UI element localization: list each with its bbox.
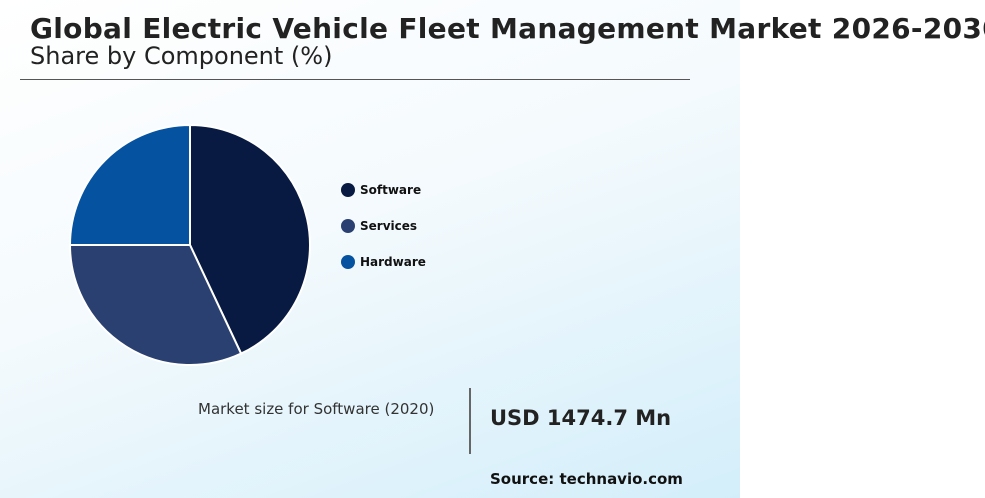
market-size-value: USD 1474.7 Mn bbox=[490, 406, 672, 430]
legend-swatch-hardware bbox=[341, 255, 355, 269]
legend-label-services: Services bbox=[360, 219, 418, 233]
legend-label-software: Software bbox=[360, 183, 422, 197]
pie-chart bbox=[68, 123, 311, 366]
legend: Software Services Hardware bbox=[341, 172, 491, 280]
pie-slice-services bbox=[68, 244, 243, 366]
chart-title: Global Electric Vehicle Fleet Management… bbox=[30, 12, 985, 45]
legend-item-hardware: Hardware bbox=[341, 244, 491, 280]
pie-slice-software bbox=[189, 123, 311, 355]
callout-divider bbox=[469, 388, 471, 454]
legend-swatch-software bbox=[341, 183, 355, 197]
legend-swatch-services bbox=[341, 219, 355, 233]
legend-item-services: Services bbox=[341, 208, 491, 244]
legend-label-hardware: Hardware bbox=[360, 255, 426, 269]
chart-subtitle: Share by Component (%) bbox=[30, 42, 333, 70]
pie-slice-hardware bbox=[68, 123, 191, 246]
title-divider bbox=[20, 79, 690, 80]
market-size-label: Market size for Software (2020) bbox=[198, 400, 435, 418]
source-credit: Source: technavio.com bbox=[490, 470, 683, 488]
legend-item-software: Software bbox=[341, 172, 491, 208]
